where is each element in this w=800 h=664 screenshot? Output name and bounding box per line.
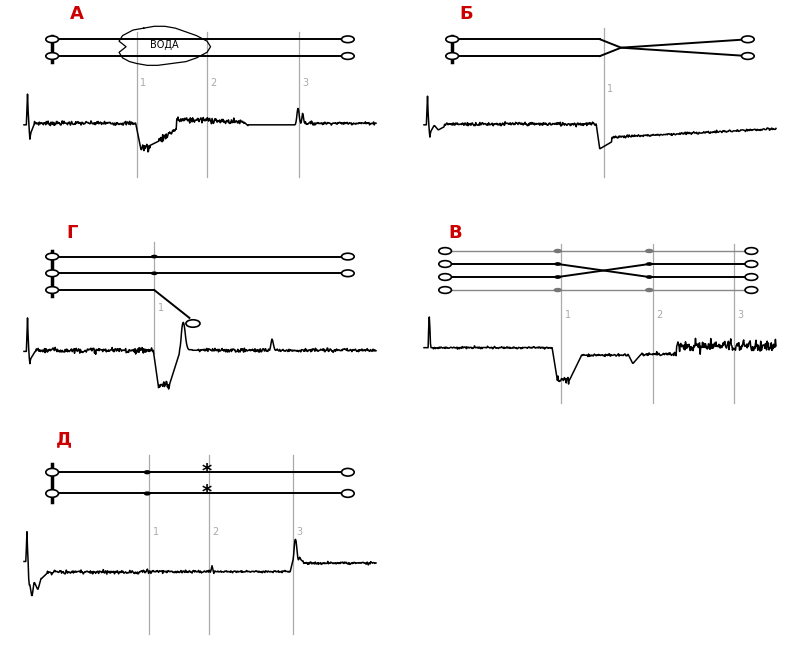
Text: 2: 2 [210,78,217,88]
Circle shape [645,249,654,253]
Circle shape [342,489,354,497]
Text: ВОДА: ВОДА [150,40,179,50]
Circle shape [342,468,354,476]
Text: А: А [70,5,84,23]
Circle shape [342,36,354,42]
Circle shape [150,272,158,275]
Circle shape [342,253,354,260]
Circle shape [46,489,58,497]
Circle shape [745,274,758,280]
Text: Б: Б [459,5,473,23]
Circle shape [150,255,158,258]
Text: 1: 1 [565,311,571,321]
Circle shape [186,320,200,327]
Circle shape [46,287,58,293]
Circle shape [646,262,653,266]
Circle shape [745,248,758,254]
Circle shape [46,253,58,260]
Text: *: * [202,483,212,502]
Circle shape [554,249,562,253]
Circle shape [144,470,150,474]
Circle shape [554,275,562,279]
Circle shape [438,274,451,280]
Circle shape [554,288,562,292]
Circle shape [144,491,150,495]
Text: 3: 3 [297,527,303,537]
Text: 2: 2 [212,527,218,537]
Circle shape [46,468,58,476]
Circle shape [745,287,758,293]
Circle shape [646,275,653,279]
Circle shape [46,270,58,277]
Circle shape [46,36,58,42]
Text: 3: 3 [302,78,308,88]
Text: 1: 1 [153,527,158,537]
Text: 1: 1 [140,78,146,88]
Circle shape [438,248,451,254]
Text: *: * [202,461,212,481]
Text: Д: Д [56,431,72,449]
Text: 3: 3 [738,311,743,321]
Circle shape [645,288,654,292]
Text: 2: 2 [656,311,662,321]
Circle shape [742,52,754,59]
Circle shape [745,261,758,268]
Circle shape [342,52,354,59]
Circle shape [438,287,451,293]
Circle shape [438,261,451,268]
Circle shape [554,262,562,266]
Circle shape [742,36,754,42]
Text: В: В [449,224,462,242]
Text: 1: 1 [607,84,613,94]
Circle shape [46,52,58,59]
Circle shape [446,36,458,42]
Text: Г: Г [66,224,78,242]
Circle shape [446,52,458,59]
Circle shape [342,270,354,277]
Text: 1: 1 [158,303,164,313]
